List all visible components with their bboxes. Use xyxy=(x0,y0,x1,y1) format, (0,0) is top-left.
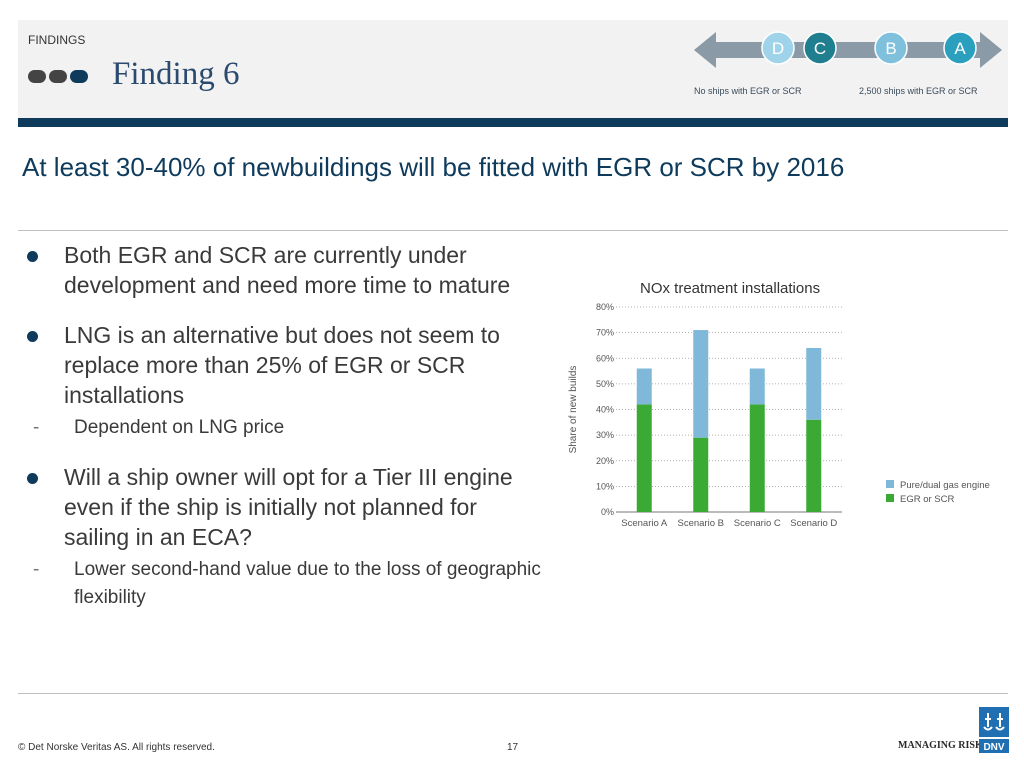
legend-label: EGR or SCR xyxy=(900,494,955,505)
bar-egr-or-scr xyxy=(693,437,709,512)
sub-bullet: - Dependent on LNG price xyxy=(22,414,547,442)
scale-arrow xyxy=(694,32,1002,68)
bar-egr-or-scr xyxy=(636,404,652,512)
bar-pure-dual-gas-engine xyxy=(636,368,652,405)
bullet-item: LNG is an alternative but does not seem … xyxy=(22,320,547,410)
page-number: 17 xyxy=(507,742,519,753)
chart-title: NOx treatment installations xyxy=(640,280,821,297)
legend-swatch xyxy=(886,494,894,502)
sub-bullet: - Lower second-hand value due to the los… xyxy=(22,556,547,612)
scale-right-caption: 2,500 ships with EGR or SCR xyxy=(859,86,978,96)
bullet-text: Both EGR and SCR are currently under dev… xyxy=(64,242,511,298)
legend-swatch xyxy=(886,480,894,488)
bullet-dot xyxy=(27,251,38,262)
logo-text: DNV xyxy=(983,742,1004,753)
x-tick-label: Scenario B xyxy=(678,518,724,529)
brand-tagline: MANAGING RISK xyxy=(898,740,983,751)
x-tick-label: Scenario C xyxy=(734,518,781,529)
bar-pure-dual-gas-engine xyxy=(693,330,709,438)
x-tick-label: Scenario A xyxy=(621,518,668,529)
scale-node-label: C xyxy=(814,39,826,58)
dash-icon: - xyxy=(33,417,40,438)
y-tick-label: 60% xyxy=(596,353,614,363)
header-bar xyxy=(18,118,1008,127)
dnv-logo-icon: DNV xyxy=(979,707,1009,753)
scale-node-c xyxy=(803,31,837,65)
legend-label: Pure/dual gas engine xyxy=(900,480,990,491)
dash-icon: - xyxy=(33,559,40,580)
bar-egr-or-scr xyxy=(749,404,765,512)
sub-bullet-text: Dependent on LNG price xyxy=(74,417,285,438)
y-tick-label: 40% xyxy=(596,405,614,415)
y-tick-label: 20% xyxy=(596,456,614,466)
y-tick-label: 50% xyxy=(596,379,614,389)
bullet-text: Will a ship owner will opt for a Tier II… xyxy=(64,464,513,550)
y-tick-label: 10% xyxy=(596,481,614,491)
y-tick-label: 70% xyxy=(596,328,614,338)
scale-node-a xyxy=(943,31,977,65)
stacked-bar-chart: Share of new builds 0% 10% 20% 30% 40% 50% 60% 7… xyxy=(568,302,990,529)
bar-pure-dual-gas-engine xyxy=(749,368,765,405)
slide-subtitle: At least 30-40% of newbuildings will be … xyxy=(22,152,845,182)
section-label: FINDINGS xyxy=(28,33,86,47)
progress-dots xyxy=(28,70,88,83)
scale-node-label: B xyxy=(885,39,896,58)
bullet-text: LNG is an alternative but does not seem … xyxy=(64,322,500,408)
y-tick-label: 0% xyxy=(601,507,614,517)
dot xyxy=(28,70,46,83)
divider xyxy=(18,693,1008,694)
x-tick-label: Scenario D xyxy=(790,518,837,529)
y-tick-label: 80% xyxy=(596,302,614,312)
y-axis-label: Share of new builds xyxy=(568,366,579,454)
dot xyxy=(49,70,67,83)
divider xyxy=(18,230,1008,231)
bar-egr-or-scr xyxy=(806,419,822,512)
scale-node-label: D xyxy=(772,39,784,58)
bullet-dot xyxy=(27,331,38,342)
scale-node-b xyxy=(874,31,908,65)
sub-bullet-text: Lower second-hand value due to the loss … xyxy=(74,559,541,608)
bullet-list: Both EGR and SCR are currently under dev… xyxy=(22,240,547,632)
dot xyxy=(70,70,88,83)
scale-left-caption: No ships with EGR or SCR xyxy=(694,86,802,96)
y-tick-label: 30% xyxy=(596,430,614,440)
bar-pure-dual-gas-engine xyxy=(806,348,822,420)
page-title: Finding 6 xyxy=(112,56,240,92)
copyright: © Det Norske Veritas AS. All rights rese… xyxy=(18,742,215,753)
bullet-dot xyxy=(27,473,38,484)
bullet-item: Will a ship owner will opt for a Tier II… xyxy=(22,462,547,552)
scale-node-label: A xyxy=(954,39,966,58)
scale-node-d xyxy=(761,31,795,65)
bullet-item: Both EGR and SCR are currently under dev… xyxy=(22,240,547,300)
header-panel xyxy=(18,20,1008,118)
